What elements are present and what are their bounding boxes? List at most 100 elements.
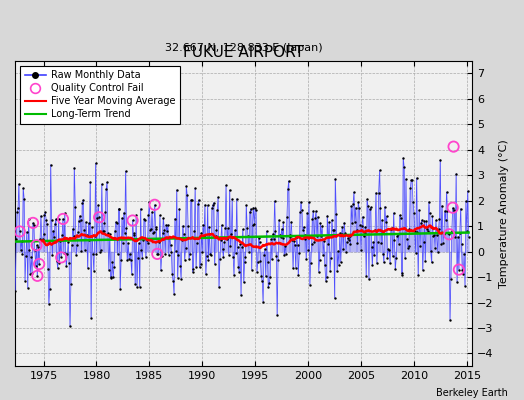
Point: [190, 228, 199, 235]
Point: [434, 226, 443, 232]
Point: [328, 217, 336, 224]
Point: [191, 185, 200, 192]
Point: [92, 251, 101, 257]
Point: [366, 204, 375, 210]
Point: [263, 228, 271, 234]
Point: [97, 181, 106, 187]
Point: [57, 254, 66, 261]
Point: [273, 312, 281, 318]
Point: [442, 189, 451, 195]
Point: [260, 252, 268, 258]
Point: [346, 240, 355, 247]
Point: [401, 255, 409, 261]
Point: [461, 282, 469, 289]
Point: [103, 179, 111, 185]
Point: [373, 260, 381, 266]
Point: [375, 189, 383, 196]
Point: [74, 229, 82, 235]
Point: [241, 254, 249, 260]
Point: [432, 217, 440, 224]
Point: [431, 244, 439, 251]
Point: [149, 229, 158, 236]
Point: [159, 215, 168, 221]
Legend: Raw Monthly Data, Quality Control Fail, Five Year Moving Average, Long-Term Tren: Raw Monthly Data, Quality Control Fail, …: [20, 66, 180, 124]
Point: [101, 208, 110, 215]
Point: [344, 237, 353, 243]
Point: [127, 257, 135, 264]
Point: [100, 220, 108, 226]
Point: [30, 247, 39, 254]
Point: [411, 228, 419, 234]
Point: [194, 197, 203, 203]
Point: [14, 204, 22, 211]
Point: [121, 230, 129, 236]
Point: [85, 237, 94, 243]
Point: [336, 230, 344, 236]
Point: [33, 273, 41, 279]
Point: [21, 253, 30, 260]
Point: [378, 217, 386, 223]
Point: [175, 206, 183, 212]
Point: [30, 222, 38, 228]
Point: [35, 261, 43, 267]
Point: [269, 231, 277, 237]
Point: [204, 257, 213, 264]
Point: [16, 228, 24, 235]
Point: [394, 231, 402, 238]
Point: [366, 206, 374, 212]
Point: [274, 257, 282, 264]
Point: [435, 216, 444, 222]
Point: [117, 256, 125, 263]
Point: [160, 227, 169, 233]
Point: [279, 219, 288, 226]
Point: [246, 209, 254, 216]
Point: [247, 266, 256, 273]
Point: [266, 274, 275, 280]
Point: [260, 246, 269, 252]
Point: [107, 275, 116, 282]
Point: [47, 216, 56, 223]
Point: [406, 184, 414, 191]
Point: [38, 236, 47, 242]
Point: [296, 209, 304, 215]
Point: [353, 240, 362, 247]
Point: [307, 260, 315, 266]
Point: [289, 265, 297, 271]
Point: [388, 253, 397, 260]
Point: [272, 252, 280, 259]
Point: [220, 239, 228, 246]
Point: [275, 217, 283, 223]
Point: [127, 270, 136, 277]
Point: [425, 210, 434, 216]
Point: [97, 247, 105, 253]
Point: [319, 252, 328, 258]
Point: [255, 239, 264, 246]
Point: [402, 235, 411, 242]
Point: [259, 298, 267, 305]
Point: [322, 278, 330, 284]
Point: [16, 228, 24, 235]
Point: [290, 238, 298, 244]
Point: [268, 256, 276, 263]
Point: [111, 228, 119, 234]
Point: [314, 268, 323, 275]
Point: [248, 222, 257, 229]
Point: [283, 186, 292, 193]
Point: [57, 254, 66, 261]
Point: [20, 195, 28, 202]
Point: [244, 233, 253, 240]
Point: [402, 176, 410, 182]
Point: [412, 175, 421, 181]
Point: [253, 268, 261, 275]
Point: [445, 231, 453, 238]
Point: [340, 220, 348, 226]
Point: [245, 248, 253, 255]
Point: [87, 314, 95, 321]
Point: [70, 165, 79, 171]
Point: [163, 228, 171, 234]
Point: [312, 208, 320, 215]
Point: [458, 267, 466, 273]
Point: [358, 213, 367, 220]
Point: [380, 203, 389, 210]
Point: [131, 281, 139, 287]
